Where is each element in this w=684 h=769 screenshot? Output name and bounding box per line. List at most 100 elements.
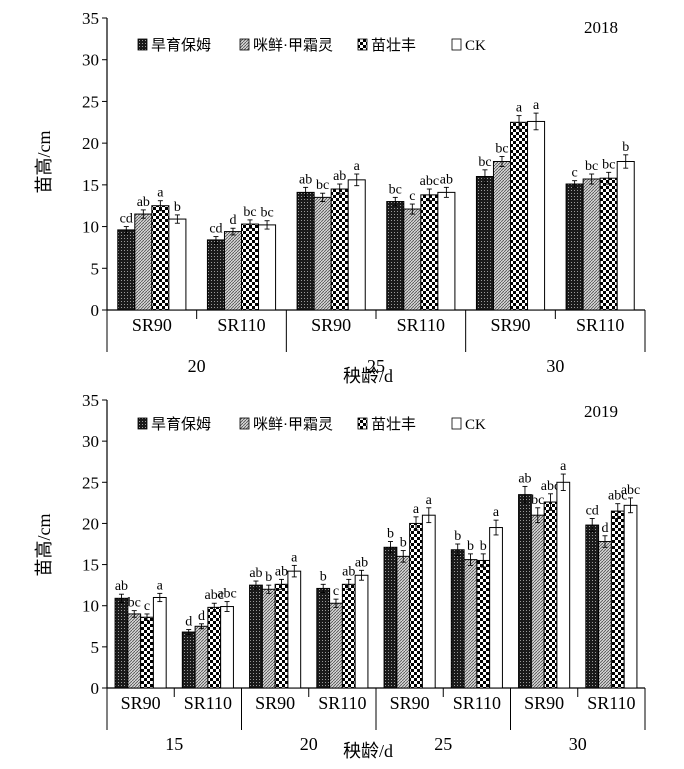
variety-label: SR110 xyxy=(217,315,265,335)
bar xyxy=(347,179,366,311)
significance-label: b xyxy=(400,536,407,551)
legend-swatch xyxy=(137,417,148,430)
bar xyxy=(420,194,439,311)
significance-label: b xyxy=(387,527,394,542)
significance-label: d xyxy=(601,521,608,536)
bar xyxy=(151,205,170,311)
y-tick-label: 5 xyxy=(91,259,100,278)
variety-label: SR110 xyxy=(184,693,232,713)
y-tick-label: 25 xyxy=(82,473,99,492)
bar xyxy=(610,510,625,689)
bar xyxy=(396,555,411,689)
bar xyxy=(599,177,618,311)
bar xyxy=(510,121,529,311)
bar xyxy=(383,546,398,689)
y-tick-label: 15 xyxy=(82,556,99,575)
significance-label: c xyxy=(409,189,415,204)
bar xyxy=(354,574,369,689)
variety-label: SR110 xyxy=(318,693,366,713)
bar xyxy=(274,583,289,689)
significance-label: c xyxy=(333,584,339,599)
variety-label: SR90 xyxy=(255,693,295,713)
bar xyxy=(530,514,545,689)
y-tick-label: 0 xyxy=(91,679,100,698)
significance-label: b xyxy=(454,529,461,544)
significance-label: b xyxy=(174,200,181,215)
significance-label: abc xyxy=(217,587,236,602)
legend-swatch xyxy=(137,38,148,51)
significance-label: bc xyxy=(316,178,329,193)
significance-label: b xyxy=(320,569,327,584)
significance-label: abc xyxy=(541,479,560,494)
significance-label: ab xyxy=(275,564,288,579)
legend-swatch xyxy=(357,417,368,430)
bar xyxy=(437,191,456,311)
age-label: 20 xyxy=(188,356,206,376)
variety-label: SR90 xyxy=(490,315,530,335)
bar xyxy=(450,549,465,689)
significance-label: abc xyxy=(621,483,640,498)
significance-label: b xyxy=(480,539,487,554)
legend-label: CK xyxy=(465,38,486,54)
significance-label: bc xyxy=(495,141,508,156)
significance-label: b xyxy=(265,570,272,585)
significance-label: d xyxy=(185,615,192,630)
variety-label: SR90 xyxy=(121,693,161,713)
significance-label: b xyxy=(467,539,474,554)
legend-swatch xyxy=(451,417,462,430)
y-tick-label: 35 xyxy=(82,391,99,410)
y-tick-label: 20 xyxy=(82,514,99,533)
significance-label: c xyxy=(572,166,578,181)
bar xyxy=(582,178,601,311)
y-tick-label: 25 xyxy=(82,92,99,111)
legend-swatch xyxy=(239,417,250,430)
bar xyxy=(330,188,349,311)
bar xyxy=(489,527,503,689)
legend-label: 苗壮丰 xyxy=(371,416,416,433)
y-tick-label: 5 xyxy=(91,638,100,657)
significance-label: ab xyxy=(333,169,346,184)
significance-label: ab xyxy=(249,566,262,581)
legend-label: 苗壮丰 xyxy=(371,37,416,54)
significance-label: bc xyxy=(478,155,491,170)
significance-label: bc xyxy=(389,182,402,197)
legend-label: 咪鲜·甲霜灵 xyxy=(253,37,333,54)
significance-label: abc xyxy=(205,588,224,603)
variety-label: SR90 xyxy=(311,315,351,335)
bar xyxy=(127,613,142,689)
significance-label: cd xyxy=(120,212,133,227)
bar xyxy=(527,120,546,311)
age-label: 25 xyxy=(367,356,385,376)
variety-label: SR90 xyxy=(390,693,430,713)
significance-label: ab xyxy=(342,564,355,579)
variety-label: SR90 xyxy=(132,315,172,335)
bar xyxy=(287,570,302,689)
significance-label: abc xyxy=(420,174,439,189)
bar xyxy=(543,501,558,689)
significance-label: d xyxy=(198,609,205,624)
bar xyxy=(134,213,153,311)
significance-label: abc xyxy=(608,489,627,504)
significance-label: bc xyxy=(128,596,141,611)
bar xyxy=(518,494,532,689)
legend-swatch xyxy=(357,38,368,51)
significance-label: b xyxy=(622,140,629,155)
age-label: 15 xyxy=(165,734,183,754)
y-tick-label: 35 xyxy=(82,9,99,28)
y-tick-label: 0 xyxy=(91,301,100,320)
significance-label: a xyxy=(426,493,433,508)
bar xyxy=(492,161,511,311)
significance-label: ab xyxy=(440,172,453,187)
significance-label: a xyxy=(516,101,523,116)
legend-swatch xyxy=(239,38,250,51)
significance-label: cd xyxy=(209,222,222,237)
age-label: 20 xyxy=(300,734,318,754)
significance-label: a xyxy=(560,459,567,474)
bar xyxy=(463,559,478,689)
significance-label: ab xyxy=(518,471,531,486)
bar xyxy=(598,541,612,689)
